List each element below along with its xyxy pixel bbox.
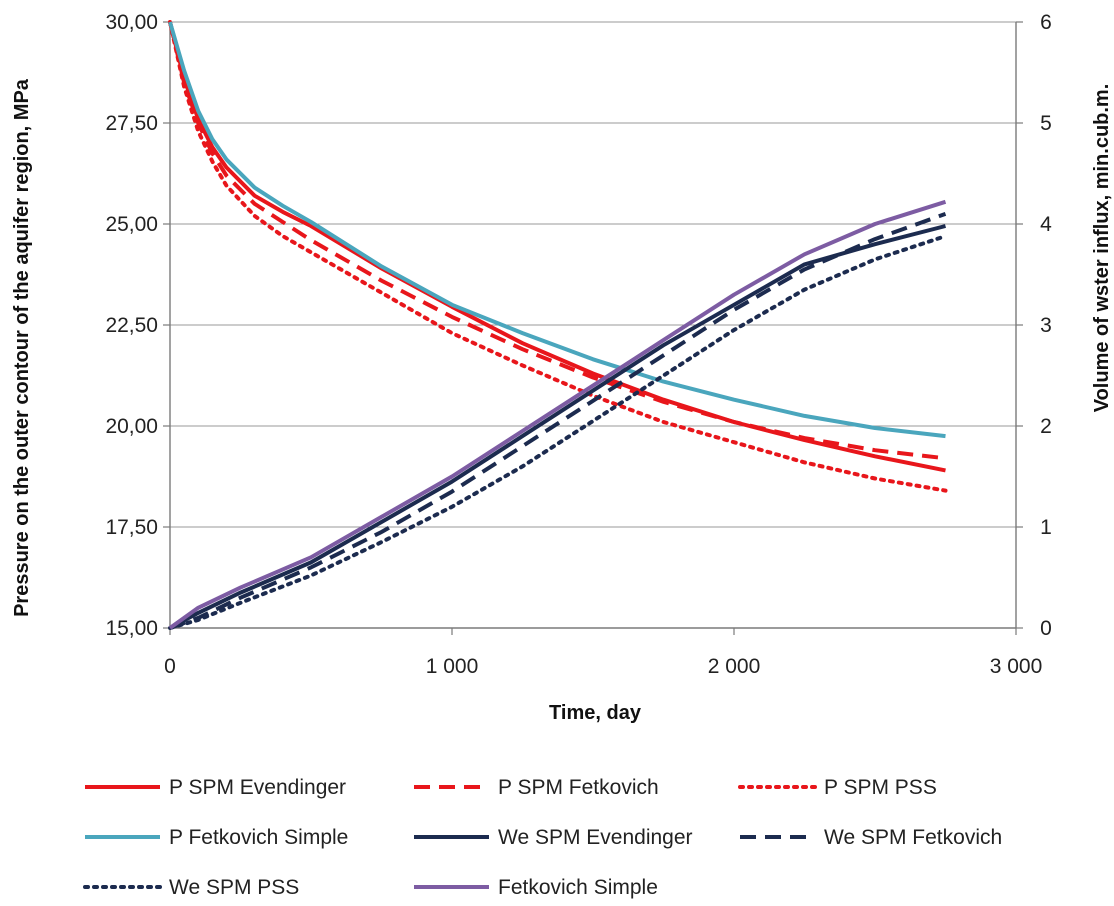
x-tick-label: 2 000 <box>708 655 761 678</box>
y-left-tick-label: 27,50 <box>105 112 158 135</box>
y-right-tick-label: 2 <box>1040 415 1052 438</box>
y-right-tick-label: 4 <box>1040 213 1052 236</box>
y-left-axis-title: Pressure on the outer contour of the aqu… <box>11 78 33 617</box>
x-tick-label: 0 <box>164 655 176 678</box>
y-left-tick-label: 30,00 <box>105 11 158 34</box>
legend-label-p-spm-evendinger: P SPM Evendinger <box>169 776 346 799</box>
series-line-p-spm-pss <box>168 20 948 493</box>
y-left-tick-label: 17,50 <box>105 516 158 539</box>
series-line-fetkovich-simple <box>168 199 947 630</box>
x-tick-label: 1 000 <box>426 655 479 678</box>
legend-label-we-spm-pss: We SPM PSS <box>169 876 299 899</box>
x-axis-title: Time, day <box>549 702 642 724</box>
series-line-p-spm-fetkovich <box>168 21 946 461</box>
legend-label-p-fetkovich-simple: P Fetkovich Simple <box>169 826 348 849</box>
gridlines <box>170 21 1016 528</box>
legend-label-we-spm-evendinger: We SPM Evendinger <box>498 826 693 849</box>
y-right-axis-title: Volume of wster influx, min.cub.m. <box>1091 84 1113 413</box>
series-line-we-spm-fetkovich <box>169 212 947 630</box>
series-line-we-spm-pss <box>168 234 948 630</box>
y-right-tick-label: 6 <box>1040 11 1052 34</box>
series-line-p-spm-evendinger <box>168 21 946 473</box>
y-right-tick-label: 3 <box>1040 314 1052 337</box>
y-right-tick-label: 1 <box>1040 516 1052 539</box>
legend: P SPM Evendinger P SPM Fetkovich P SPM PSS… <box>83 776 1002 899</box>
legend-label-p-spm-pss: P SPM PSS <box>824 776 937 799</box>
x-tick-label: 3 000 <box>990 655 1043 678</box>
y-left-tick-label: 22,50 <box>105 314 158 337</box>
legend-label-we-spm-fetkovich: We SPM Fetkovich <box>824 826 1002 849</box>
series-lines <box>168 20 948 630</box>
y-right-tick-label: 5 <box>1040 112 1052 135</box>
y-left-tick-label: 15,00 <box>105 617 158 640</box>
y-right-tick-label: 0 <box>1040 617 1052 640</box>
tick-labels: 15,00 17,50 20,00 22,50 25,00 27,50 30,00 0 1 2 3 4… <box>105 11 1052 678</box>
legend-label-p-spm-fetkovich: P SPM Fetkovich <box>498 776 659 799</box>
y-left-tick-label: 25,00 <box>105 213 158 236</box>
series-line-we-spm-evendinger <box>169 224 946 630</box>
axes <box>163 21 1023 635</box>
series-line-p-fetkovich-simple <box>168 21 946 439</box>
y-left-tick-label: 20,00 <box>105 415 158 438</box>
legend-label-fetkovich-simple: Fetkovich Simple <box>498 876 658 899</box>
